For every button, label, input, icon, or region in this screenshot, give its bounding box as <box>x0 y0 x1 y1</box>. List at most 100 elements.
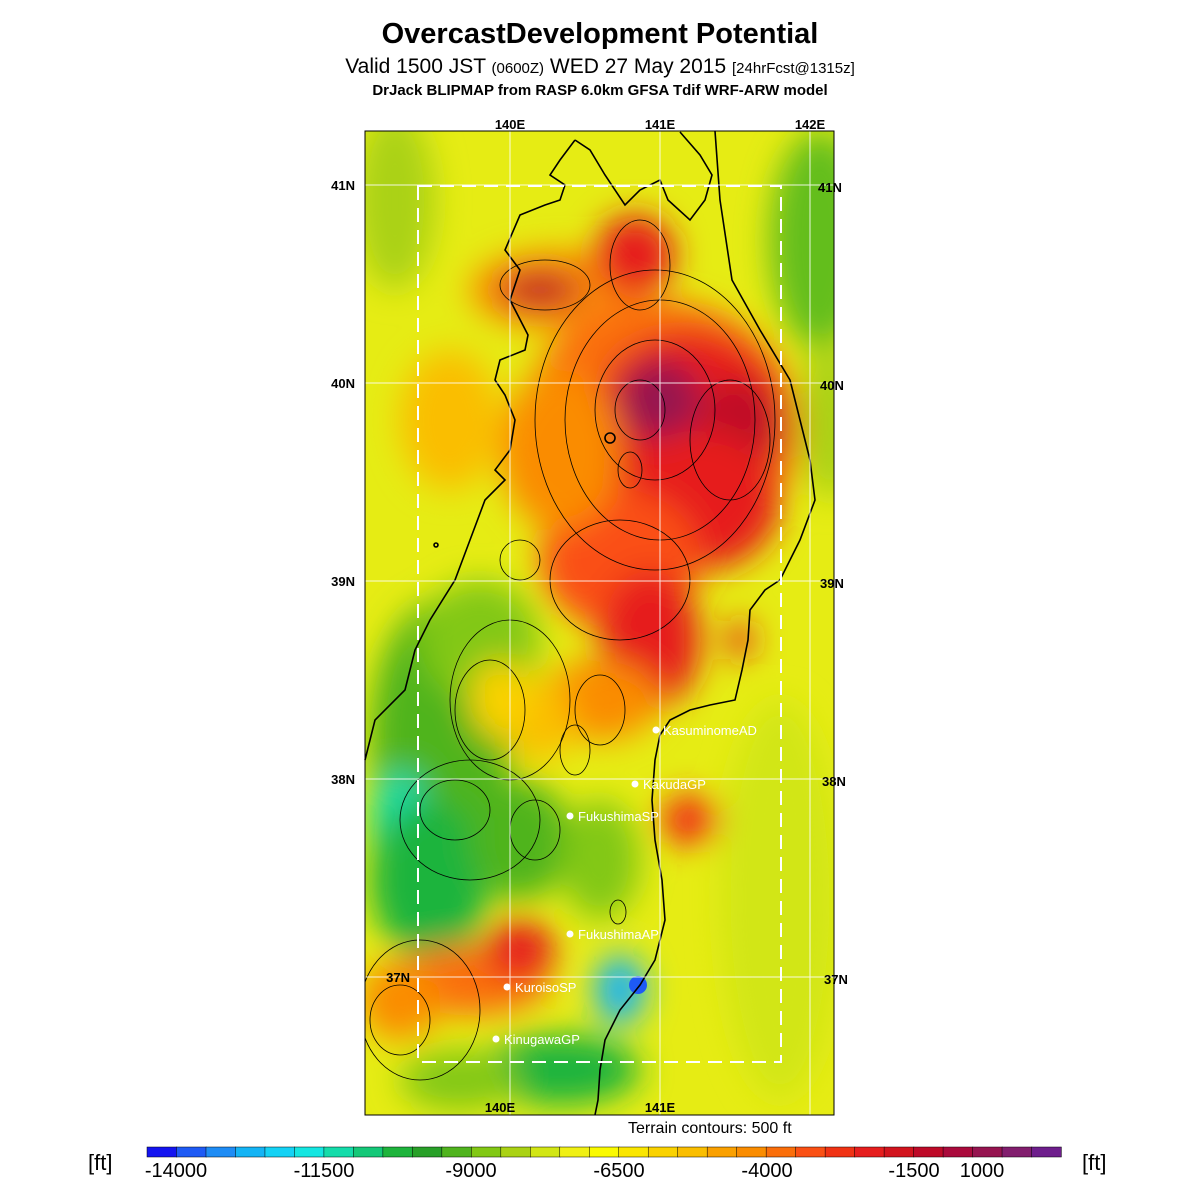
lat-label-right-40: 40N <box>820 378 844 393</box>
colorbar-swatch <box>294 1146 325 1158</box>
site-fukushima-ap[interactable]: FukushimaAP <box>566 927 659 942</box>
site-label: FukushimaAP <box>578 927 659 942</box>
lat-label-left-37: 37N <box>386 970 410 985</box>
contour-line <box>399 759 541 881</box>
colorbar-swatch <box>1031 1146 1062 1158</box>
lat-label-right-41: 41N <box>818 180 842 195</box>
contour-line <box>499 259 591 311</box>
overcast-field <box>365 131 834 1115</box>
colorbar-label: -9000 <box>445 1160 496 1182</box>
contour-line <box>609 899 627 925</box>
chart-title: OvercastDevelopment Potential <box>381 18 819 50</box>
lat-label-left-40: 40N <box>331 376 355 391</box>
colorbar-label: -11500 <box>294 1160 355 1182</box>
lon-label-top-140: 140E <box>495 117 526 132</box>
colorbar-swatch <box>913 1146 944 1158</box>
colorbar-labels: -14000 -11500 -9000 -6500 -4000 -1500 10… <box>145 1160 1004 1182</box>
contour-line <box>454 659 526 761</box>
coastline-mutsu-bay <box>574 131 713 222</box>
contour-line <box>614 379 666 441</box>
colorbar <box>146 1146 1062 1158</box>
lat-label-right-37: 37N <box>824 972 848 987</box>
colorbar-swatch <box>1001 1146 1033 1158</box>
colorbar-swatch <box>205 1146 237 1158</box>
colorbar-swatch <box>589 1146 620 1158</box>
colorbar-unit-right: [ft] <box>1082 1150 1107 1175</box>
lat-label-right-39: 39N <box>820 576 844 591</box>
lat-label-right-38: 38N <box>822 774 846 789</box>
lon-label-top-141: 141E <box>645 117 676 132</box>
site-kuroiso-sp[interactable]: KuroisoSP <box>503 980 577 995</box>
coastline-east <box>659 130 816 736</box>
colorbar-swatch <box>706 1146 738 1158</box>
site-label: KinugawaGP <box>504 1032 580 1047</box>
contour-line <box>574 674 626 746</box>
colorbar-label: -14000 <box>145 1160 207 1182</box>
model-info: DrJack BLIPMAP from RASP 6.0km GFSA Tdif… <box>372 82 828 99</box>
contour-line <box>369 984 431 1056</box>
colorbar-swatch <box>795 1146 826 1158</box>
contour-line <box>534 269 776 571</box>
terrain-contour-note: Terrain contours: 500 ft <box>628 1120 792 1137</box>
site-label: KasuminomeAD <box>663 723 757 738</box>
graticule <box>365 131 834 1115</box>
colorbar-swatch <box>736 1146 767 1158</box>
contour-line <box>559 724 591 776</box>
site-marker <box>566 930 574 938</box>
contour-line <box>594 339 716 481</box>
inner-domain-box <box>417 185 782 1063</box>
colorbar-label: 1000 <box>960 1160 1005 1182</box>
lat-label-left-41: 41N <box>331 178 355 193</box>
lon-label-top-142: 142E <box>795 117 826 132</box>
site-label: KuroisoSP <box>515 980 576 995</box>
site-marker <box>492 1035 500 1043</box>
contour-line <box>365 939 481 1081</box>
site-label: FukushimaSP <box>578 809 659 824</box>
site-kakuda-gp[interactable]: KakudaGP <box>631 777 706 792</box>
colorbar-swatch <box>382 1146 413 1158</box>
colorbar-unit-left: [ft] <box>88 1150 113 1175</box>
colorbar-swatch <box>824 1146 856 1158</box>
colorbar-swatch <box>500 1146 531 1158</box>
colorbar-swatch <box>146 1146 178 1158</box>
site-label: KakudaGP <box>643 777 706 792</box>
valid-time: Valid 1500 JST (0600Z) WED 27 May 2015 [… <box>0 55 1200 79</box>
site-fukushima-sp[interactable]: FukushimaSP <box>566 809 659 824</box>
colorbar-swatch <box>264 1146 296 1158</box>
contour-line <box>689 379 771 501</box>
colorbar-swatch <box>412 1146 443 1158</box>
valid-time-utc: (0600Z) <box>491 60 545 77</box>
colorbar-swatch <box>176 1146 207 1158</box>
colorbar-swatch <box>618 1146 649 1158</box>
colorbar-label: -6500 <box>593 1160 644 1182</box>
colorbar-swatch <box>647 1146 679 1158</box>
coastline-southeast <box>594 734 666 1116</box>
lake <box>604 432 616 444</box>
contour-line <box>549 519 691 641</box>
contour-line <box>499 539 541 581</box>
colorbar-swatch <box>530 1146 561 1158</box>
lon-label-bottom-141: 141E <box>645 1100 676 1115</box>
site-marker <box>566 812 574 820</box>
colorbar-swatch <box>323 1146 355 1158</box>
contour-line <box>617 451 643 489</box>
contour-line <box>609 219 671 311</box>
colorbar-swatch <box>353 1146 384 1158</box>
colorbar-swatch <box>765 1146 797 1158</box>
coastline-west <box>364 139 576 761</box>
island <box>433 542 439 548</box>
colorbar-swatch <box>471 1146 502 1158</box>
plot-frame <box>364 130 835 1116</box>
lat-label-left-39: 39N <box>331 574 355 589</box>
colorbar-swatch <box>883 1146 915 1158</box>
site-kasuminome-ad[interactable]: KasuminomeAD <box>652 723 757 738</box>
site-marker <box>631 780 639 788</box>
lat-label-left-38: 38N <box>331 772 355 787</box>
valid-time-date: WED 27 May 2015 <box>549 55 727 78</box>
colorbar-swatch <box>235 1146 266 1158</box>
site-kinugawa-gp[interactable]: KinugawaGP <box>492 1032 580 1047</box>
colorbar-swatch <box>677 1146 708 1158</box>
colorbar-swatch <box>972 1146 1003 1158</box>
site-marker <box>503 983 511 991</box>
colorbar-swatch <box>942 1146 974 1158</box>
